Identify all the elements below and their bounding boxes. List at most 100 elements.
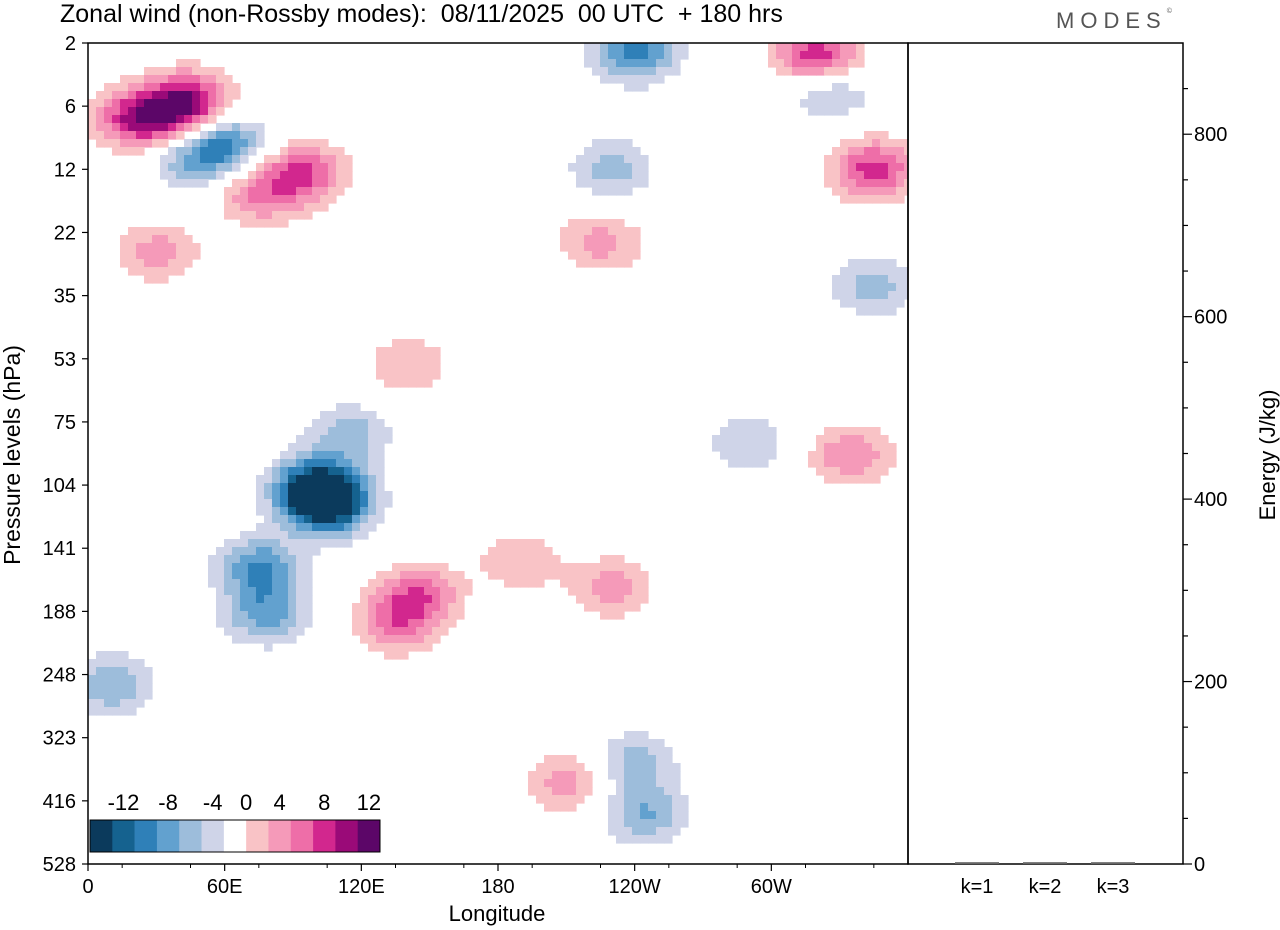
heatmap-cell: [352, 419, 361, 428]
heatmap-cell: [240, 531, 249, 540]
heatmap-cell: [344, 443, 353, 452]
colorbar-swatch: [90, 820, 113, 852]
heatmap-cell: [760, 435, 769, 444]
heatmap-cell: [616, 251, 625, 260]
heatmap-cell: [736, 451, 745, 460]
heatmap-cell: [424, 595, 433, 604]
heatmap-cell: [624, 179, 633, 188]
energy-y-tick-label: 400: [1194, 489, 1227, 511]
heatmap-cell: [872, 179, 881, 188]
heatmap-cell: [552, 763, 561, 772]
heatmap-cell: [592, 603, 601, 612]
heatmap-cell: [496, 547, 505, 556]
heatmap-cell: [664, 747, 673, 756]
heatmap-cell: [128, 667, 137, 676]
heatmap-cell: [256, 203, 265, 212]
heatmap-cell: [832, 187, 841, 196]
heatmap-cell: [344, 163, 353, 172]
colorbar-swatch: [290, 820, 314, 852]
heatmap-cell: [408, 379, 417, 388]
heatmap-cell: [648, 763, 657, 772]
heatmap-cell: [672, 43, 681, 52]
heatmap-cell: [584, 235, 593, 244]
heatmap-cell: [600, 51, 609, 60]
heatmap-cell: [304, 587, 313, 596]
heatmap-cell: [504, 579, 513, 588]
heatmap-cell: [624, 595, 633, 604]
heatmap-cell: [584, 571, 593, 580]
heatmap-cell: [536, 779, 545, 788]
heatmap-cell: [872, 195, 881, 204]
heatmap-cell: [160, 115, 169, 124]
heatmap-cell: [592, 155, 601, 164]
heatmap-cell: [328, 475, 337, 484]
heatmap-cell: [624, 139, 633, 148]
heatmap-cell: [288, 571, 297, 580]
heatmap-cell: [872, 307, 881, 316]
heatmap-cell: [344, 523, 353, 532]
heatmap-cell: [248, 171, 257, 180]
heatmap-cell: [272, 467, 281, 476]
heatmap-cell: [528, 555, 537, 564]
heatmap-cell: [864, 427, 873, 436]
heatmap-cell: [848, 139, 857, 148]
heatmap-cell: [424, 563, 433, 572]
heatmap-cell: [152, 115, 161, 124]
heatmap-cell: [624, 563, 633, 572]
heatmap-cell: [416, 619, 425, 628]
heatmap-cell: [456, 595, 465, 604]
heatmap-cell: [416, 627, 425, 636]
heatmap-cell: [840, 171, 849, 180]
heatmap-cell: [296, 475, 305, 484]
heatmap-cell: [808, 59, 817, 68]
heatmap-cell: [832, 43, 841, 52]
heatmap-cell: [872, 267, 881, 276]
heatmap-cell: [568, 571, 577, 580]
heatmap-cell: [400, 371, 409, 380]
heatmap-cell: [360, 451, 369, 460]
heatmap-cell: [600, 611, 609, 620]
heatmap-cell: [144, 275, 153, 284]
heatmap-cell: [416, 379, 425, 388]
heatmap-cell: [224, 579, 233, 588]
heatmap-cell: [160, 107, 169, 116]
heatmap-cell: [232, 555, 241, 564]
heatmap-cell: [288, 579, 297, 588]
heatmap-cell: [616, 827, 625, 836]
heatmap-cell: [336, 443, 345, 452]
heatmap-cell: [848, 195, 857, 204]
heatmap-cell: [880, 267, 889, 276]
heatmap-cell: [104, 107, 113, 116]
heatmap-cell: [624, 59, 633, 68]
heatmap-cell: [240, 603, 249, 612]
heatmap-cell: [232, 547, 241, 556]
x-tick-label: 120W: [609, 876, 661, 898]
heatmap-cell: [856, 291, 865, 300]
heatmap-cell: [392, 643, 401, 652]
heatmap-cell: [344, 171, 353, 180]
heatmap-cell: [456, 571, 465, 580]
heatmap-cell: [296, 179, 305, 188]
heatmap-cell: [488, 547, 497, 556]
heatmap-cell: [144, 675, 153, 684]
heatmap-cell: [608, 563, 617, 572]
heatmap-cell: [272, 563, 281, 572]
heatmap-cell: [216, 163, 225, 172]
heatmap-cell: [232, 619, 241, 628]
heatmap-cell: [120, 667, 129, 676]
heatmap-cell: [632, 787, 641, 796]
heatmap-cell: [264, 499, 273, 508]
heatmap-cell: [856, 171, 865, 180]
heatmap-cell: [624, 251, 633, 260]
heatmap-cell: [616, 235, 625, 244]
heatmap-cell: [832, 83, 841, 92]
heatmap-cell: [136, 667, 145, 676]
heatmap-cell: [280, 483, 289, 492]
heatmap-cell: [624, 835, 633, 844]
heatmap-cell: [888, 179, 897, 188]
heatmap-cell: [376, 459, 385, 468]
heatmap-cell: [208, 99, 217, 108]
heatmap-cell: [256, 603, 265, 612]
heatmap-cell: [352, 475, 361, 484]
heatmap-cell: [448, 619, 457, 628]
